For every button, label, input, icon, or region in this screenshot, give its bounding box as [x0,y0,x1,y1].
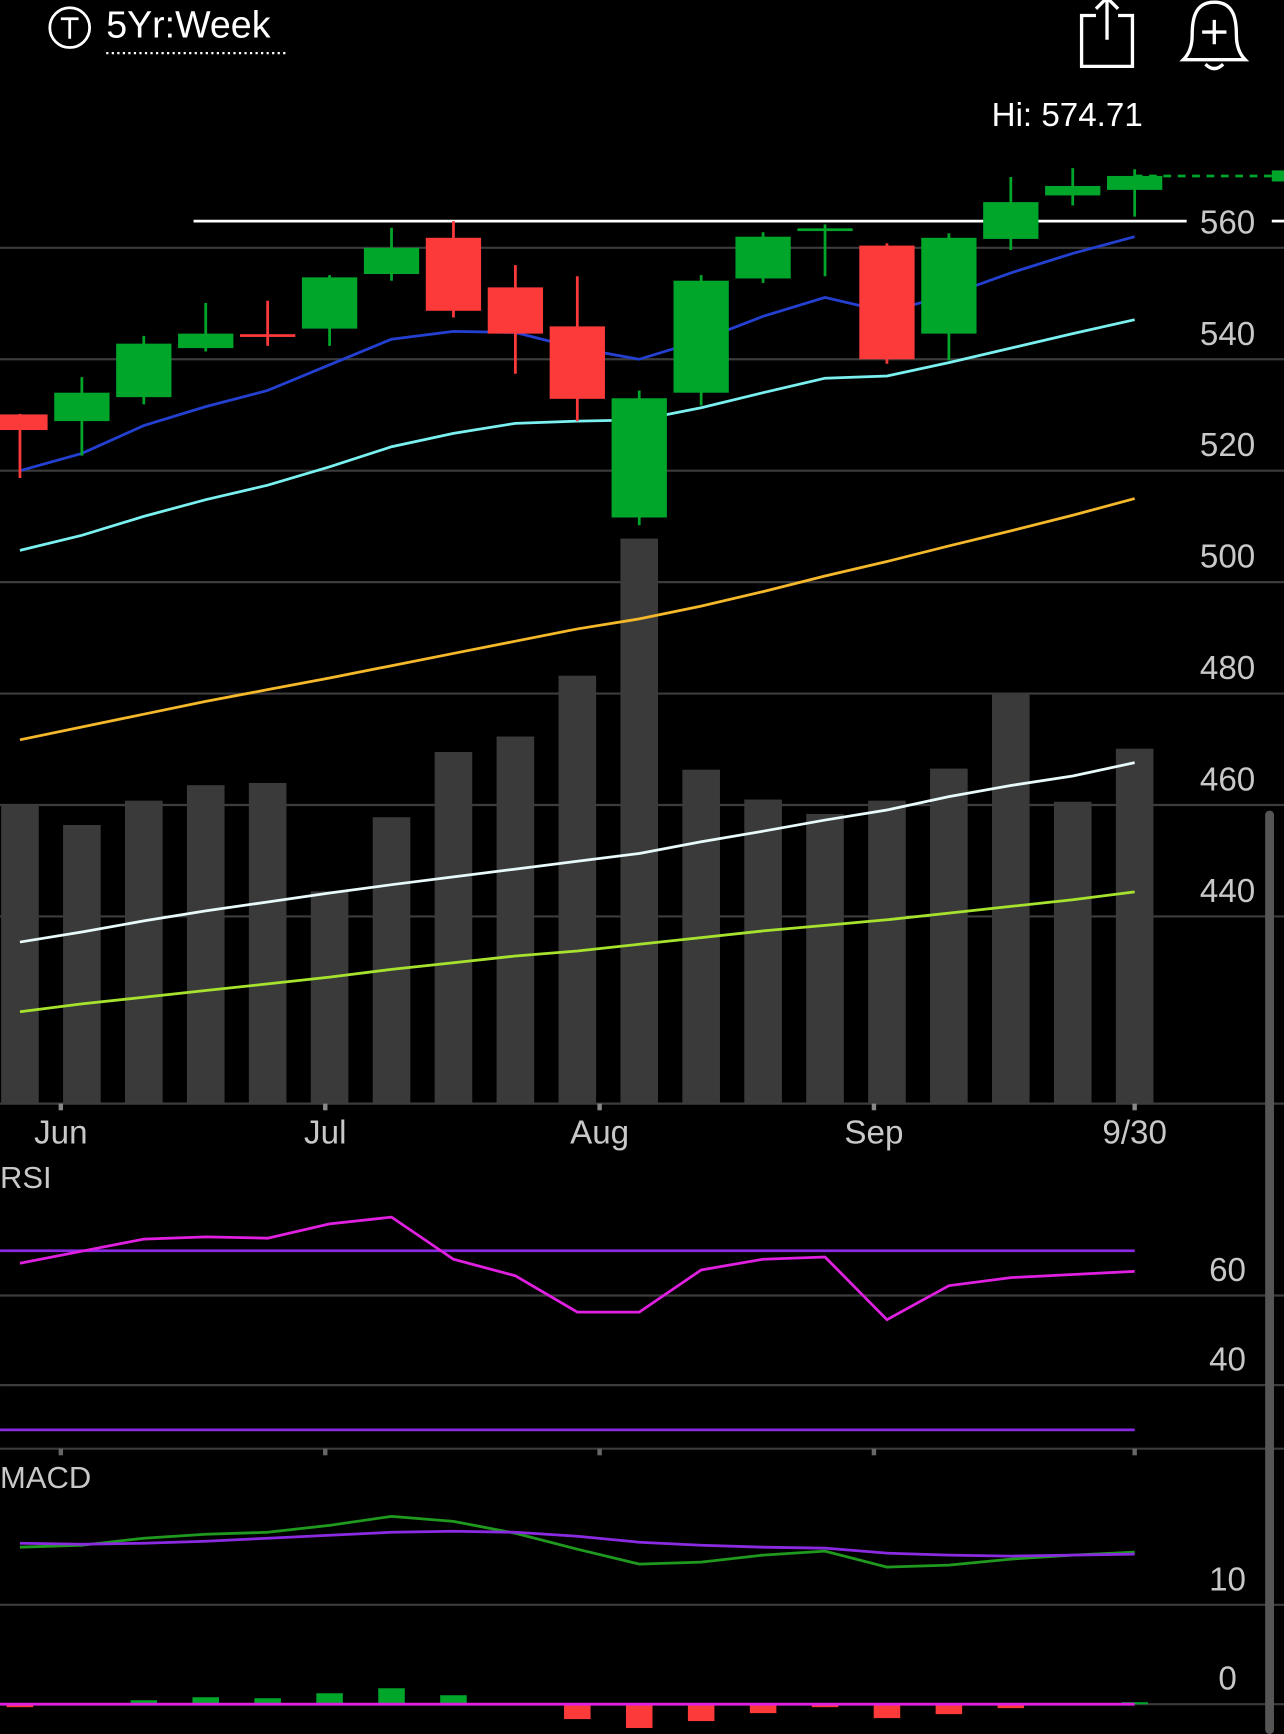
y-tick-label: 440 [1200,873,1255,910]
candle-body [921,237,977,334]
candle-body [0,414,48,431]
histogram-bar [625,1704,653,1729]
volume-bar [496,736,535,1104]
macd-line [19,1514,1135,1569]
candle-body [425,237,482,311]
bell-plus [1202,19,1227,71]
moving-average-line [19,890,1135,1014]
volume-bar [806,813,844,1104]
volume-bar [248,782,287,1104]
histogram-bar [192,1697,220,1705]
rsi-line [19,1215,1135,1322]
x-tick-label: 9/30 [1102,1114,1167,1151]
candle-body [1107,175,1163,190]
histogram-bar [873,1704,901,1719]
histogram-bar [687,1704,715,1722]
volume-bar [744,799,782,1104]
candle-body [983,202,1039,239]
candle-body [549,326,605,399]
panel-title: MACD [0,1460,91,1495]
y-tick-label: 10 [1209,1561,1246,1598]
share-button[interactable] [1079,0,1135,69]
candle-body [859,245,915,360]
x-tick-label: Sep [844,1114,903,1151]
candle-body [116,343,172,398]
macd-line [19,1529,1135,1558]
last-price-tag [1271,170,1284,182]
volume-bar [310,891,349,1104]
volume-bar [1053,801,1092,1104]
candle-body [487,287,544,334]
scrollbar [1265,810,1275,1734]
histogram-bar [130,1700,158,1705]
histogram-bar [564,1704,591,1720]
moving-average-line [19,497,1136,742]
x-tick-label: Jun [34,1114,87,1151]
histogram-bar [254,1698,281,1705]
volume-bar [992,693,1030,1104]
volume-bar [930,768,968,1104]
timeframe-label[interactable]: 5Yr:Week [106,4,271,46]
volume-bar [372,817,411,1104]
histogram-bar [378,1688,405,1705]
histogram-bar [440,1695,467,1705]
timeframe-button[interactable]: 5Yr:Week [48,4,289,55]
candle-body [301,277,358,329]
y-tick-label: 460 [1200,762,1255,799]
candle-body [178,333,234,349]
y-tick-label: 560 [1200,204,1255,241]
candle-body [797,228,853,232]
bell-icon [1179,0,1250,62]
volume-bar [434,751,473,1104]
volume-bar [125,800,163,1104]
y-tick-label: 0 [1218,1661,1236,1698]
histogram-bar [997,1704,1025,1709]
share-icon-arrow [1094,0,1120,40]
y-tick-label: 500 [1200,539,1255,576]
histogram-bar [316,1693,343,1705]
ticker-icon-glyph [60,17,79,39]
candle-body [1045,185,1101,196]
histogram-bar [6,1704,34,1708]
high-annotation: Hi: 574.71 [992,97,1143,134]
alert-button[interactable] [1179,0,1250,71]
histogram-bar [811,1704,839,1708]
volume-bar [620,538,659,1104]
x-tick-label: Aug [570,1114,629,1151]
candle-body [363,247,420,275]
panel-title: RSI [0,1160,52,1195]
candle-body [673,280,729,393]
volume-bar [63,824,101,1104]
candle-body [611,398,667,518]
share-icon [1079,13,1135,69]
ticker-icon [48,6,92,49]
moving-average-line [19,761,1135,944]
candle-body [54,392,110,422]
y-tick-label: 540 [1200,316,1255,353]
volume-bar [186,785,225,1104]
candle-body [240,334,296,337]
candle-body [735,236,791,279]
x-tick-label: Jul [304,1114,346,1151]
volume-bar [868,800,906,1104]
histogram-bar [749,1704,777,1714]
histogram-bar [935,1704,963,1715]
volume-bar [1115,748,1154,1104]
y-tick-label: 520 [1200,427,1255,464]
y-tick-label: 480 [1200,650,1255,687]
y-tick-label: 40 [1209,1342,1246,1379]
volume-bar [1,803,39,1104]
y-tick-label: 60 [1209,1252,1246,1289]
volume-bar [558,675,597,1104]
